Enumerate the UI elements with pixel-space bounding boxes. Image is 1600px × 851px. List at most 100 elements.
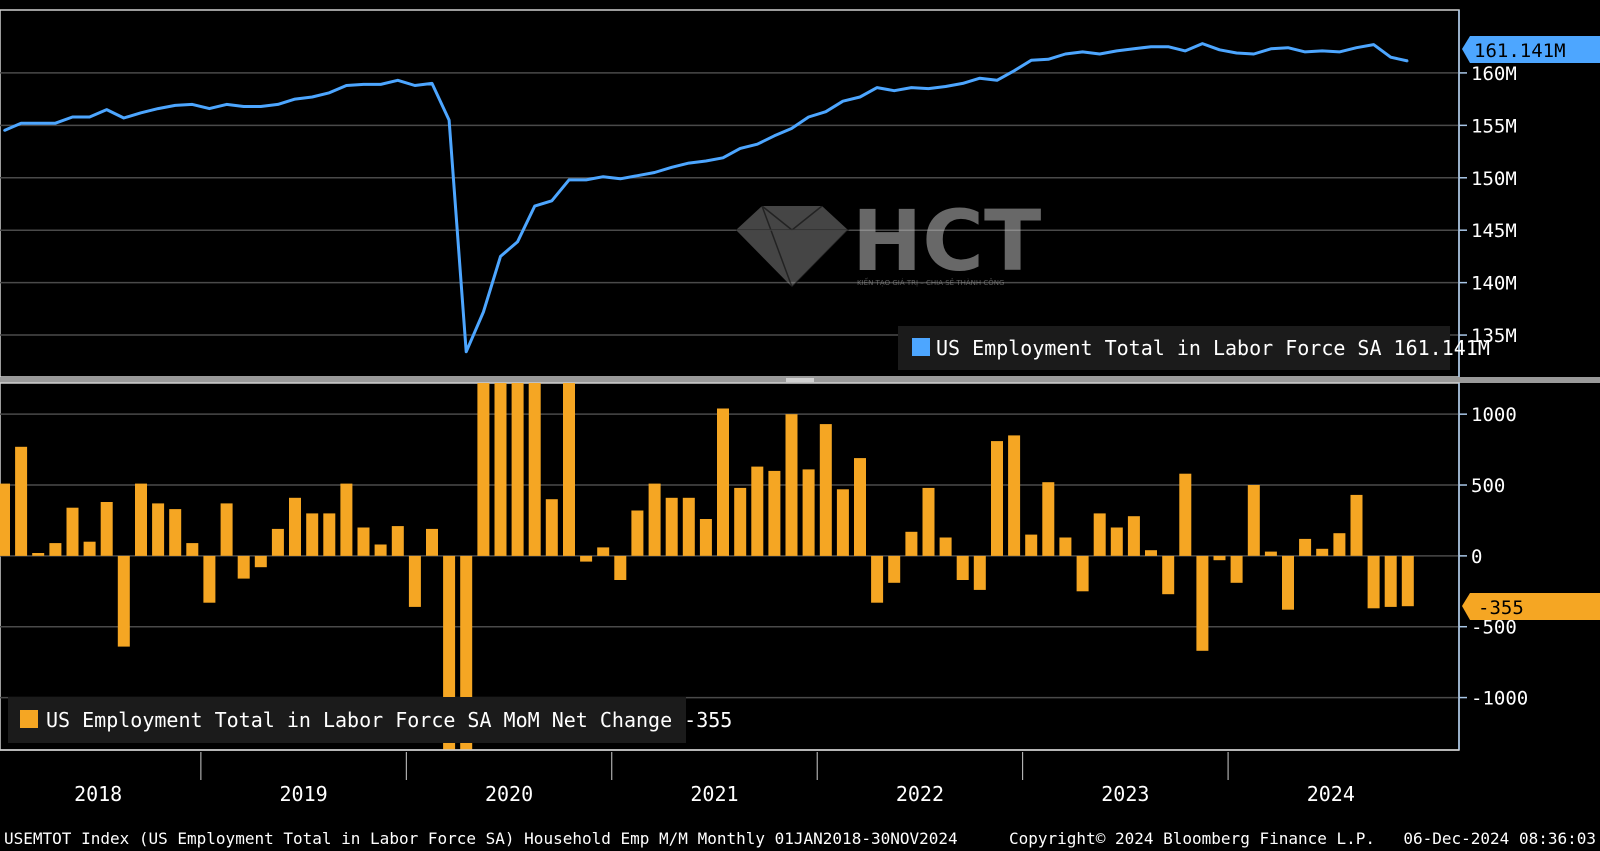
- net-change-bar: [1042, 482, 1055, 556]
- top-tick-label: 145M: [1471, 220, 1517, 242]
- top-last-value-badge: 161.141M: [1462, 36, 1600, 63]
- employment-point: [242, 105, 245, 108]
- bottom-tick-label: 1000: [1471, 404, 1517, 426]
- employment-point: [824, 110, 827, 113]
- employment-point: [1064, 53, 1067, 55]
- net-change-bar: [117, 555, 130, 647]
- net-change-bar: [1247, 485, 1260, 556]
- employment-point: [174, 104, 176, 107]
- employment-point: [448, 119, 450, 121]
- net-change-bar: [888, 555, 901, 583]
- net-change-bar: [665, 497, 678, 556]
- top-panel-frame: [0, 9, 1460, 378]
- employment-point: [208, 107, 211, 110]
- bottom-y-axis: -1000 -500 0 500 1000: [1458, 383, 1528, 750]
- bottom-badge-shape: [1462, 593, 1600, 620]
- net-change-bar: [597, 547, 610, 556]
- net-change-bar: [220, 503, 233, 556]
- employment-point: [465, 351, 468, 353]
- net-change-bar: [614, 555, 627, 580]
- employment-point: [482, 311, 485, 313]
- employment-point: [876, 86, 878, 89]
- employment-point: [602, 175, 604, 178]
- net-change-bar: [1179, 473, 1192, 556]
- employment-point: [859, 96, 861, 98]
- top-tick-label: 160M: [1471, 63, 1517, 85]
- net-change-bar: [66, 507, 79, 556]
- bottom-legend-swatch: [20, 710, 38, 728]
- employment-point: [1372, 43, 1375, 46]
- net-change-bar: [254, 555, 267, 568]
- watermark-logo-text: HCT: [852, 192, 1041, 290]
- net-change-bar: [854, 458, 866, 556]
- net-change-bar: [357, 527, 370, 556]
- employment-point: [345, 84, 348, 87]
- net-change-bar: [32, 553, 45, 556]
- employment-point: [1389, 56, 1392, 58]
- bottom-tick-label: -500: [1471, 617, 1517, 639]
- panel-divider-grip[interactable]: [786, 378, 814, 382]
- employment-point: [20, 122, 22, 125]
- employment-point: [893, 89, 896, 92]
- net-change-bar: [477, 383, 490, 556]
- employment-point: [551, 200, 553, 202]
- employment-point: [1098, 53, 1101, 55]
- net-change-bar: [922, 487, 935, 556]
- net-change-bar: [340, 483, 353, 556]
- net-change-bar: [511, 383, 524, 556]
- employment-line-panel: 135M 140M 145M 150M 155M 160M: [0, 9, 1517, 378]
- employment-point: [739, 147, 741, 150]
- net-change-bar: [1059, 537, 1072, 556]
- employment-point: [3, 129, 5, 132]
- top-legend-swatch: [912, 338, 930, 356]
- employment-point: [670, 166, 673, 169]
- net-change-bar: [648, 483, 661, 556]
- employment-point: [1218, 49, 1221, 51]
- net-change-bar: [871, 555, 884, 603]
- employment-point: [910, 86, 913, 89]
- employment-point: [499, 255, 502, 258]
- top-tick-label: 155M: [1471, 115, 1517, 137]
- hct-watermark: HCT KIẾN TẠO GIÁ TRỊ – CHIA SẺ THÀNH CÔN…: [736, 192, 1041, 290]
- employment-point: [773, 135, 776, 137]
- net-change-bar: [186, 543, 199, 556]
- employment-point: [1304, 51, 1306, 53]
- employment-point: [1116, 50, 1118, 52]
- employment-point: [37, 122, 40, 125]
- net-change-bar: [1008, 435, 1021, 556]
- employment-point: [311, 96, 313, 98]
- net-change-bar: [323, 513, 336, 556]
- bottom-legend-box: [8, 697, 686, 743]
- net-change-bar: [1367, 555, 1380, 609]
- net-change-bar: [1401, 555, 1414, 607]
- employment-point: [1270, 47, 1272, 50]
- footer-copyright: Copyright© 2024 Bloomberg Finance L.P.: [1009, 829, 1375, 848]
- employment-point: [294, 98, 296, 100]
- top-legend-label: US Employment Total in Labor Force SA 16…: [936, 336, 1490, 360]
- net-change-bar: [1230, 555, 1243, 583]
- bottom-legend-label: US Employment Total in Labor Force SA Mo…: [46, 708, 732, 732]
- net-change-bar: [956, 555, 969, 580]
- net-change-bar: [1350, 494, 1363, 556]
- net-change-bar: [1076, 555, 1089, 592]
- employment-point: [1081, 51, 1084, 53]
- employment-point: [653, 171, 656, 174]
- top-y-axis: 135M 140M 145M 150M 155M 160M: [1458, 10, 1517, 377]
- employment-point: [140, 111, 142, 114]
- net-change-bar: [426, 528, 438, 556]
- net-change-bar: [152, 503, 165, 556]
- net-change-bar: [289, 497, 301, 556]
- employment-point: [260, 105, 262, 108]
- net-change-bar: [734, 487, 747, 556]
- employment-point: [414, 84, 416, 87]
- employment-point: [1338, 51, 1341, 53]
- employment-point: [1150, 45, 1152, 48]
- net-change-bar: [237, 555, 250, 579]
- employment-point: [979, 77, 981, 79]
- employment-point: [533, 205, 536, 207]
- employment-point: [756, 143, 759, 146]
- employment-point: [585, 179, 587, 181]
- employment-point: [431, 82, 433, 85]
- bottom-tick-label: 0: [1471, 546, 1482, 568]
